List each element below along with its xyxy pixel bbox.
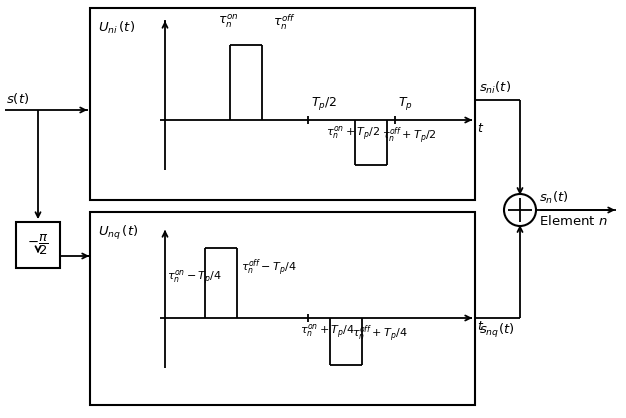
Text: $s_{nq}(t)$: $s_{nq}(t)$ [479,322,515,340]
Bar [90,8,475,200]
Circle shape [504,194,536,226]
Text: $s_n(t)$: $s_n(t)$ [539,190,568,206]
Text: $\tau_n^{on}$: $\tau_n^{on}$ [218,13,239,31]
Text: $s_{ni}(t)$: $s_{ni}(t)$ [479,80,511,96]
Text: $\tau_n^{off}-T_p/4$: $\tau_n^{off}-T_p/4$ [241,257,297,278]
Text: $\tau_n^{on}-T_p/4$: $\tau_n^{on}-T_p/4$ [167,269,222,287]
Text: $T_p$: $T_p$ [398,95,413,112]
Text: $s(t)$: $s(t)$ [6,91,29,106]
Bar [16,222,60,268]
Text: $U_{nq}\,(t)$: $U_{nq}\,(t)$ [98,224,138,242]
Text: $t$: $t$ [477,320,485,333]
Text: $-\dfrac{\pi}{2}$: $-\dfrac{\pi}{2}$ [28,233,49,257]
Text: Element $n$: Element $n$ [539,214,608,228]
Text: $\tau_n^{off}$: $\tau_n^{off}$ [273,13,295,33]
Text: $U_{ni}\,(t)$: $U_{ni}\,(t)$ [98,20,135,36]
Text: $\tau_n^{off}+T_p/2$: $\tau_n^{off}+T_p/2$ [382,125,436,146]
Text: $\tau_n^{on}+T_p/2$: $\tau_n^{on}+T_p/2$ [326,125,380,143]
Text: $\tau_n^{off}+T_p/4$: $\tau_n^{off}+T_p/4$ [352,323,408,344]
Bar [90,212,475,405]
Text: $t$: $t$ [477,122,485,135]
Text: $T_p/2$: $T_p/2$ [311,95,337,112]
Text: $\tau_n^{on}+T_p/4$: $\tau_n^{on}+T_p/4$ [300,323,356,342]
